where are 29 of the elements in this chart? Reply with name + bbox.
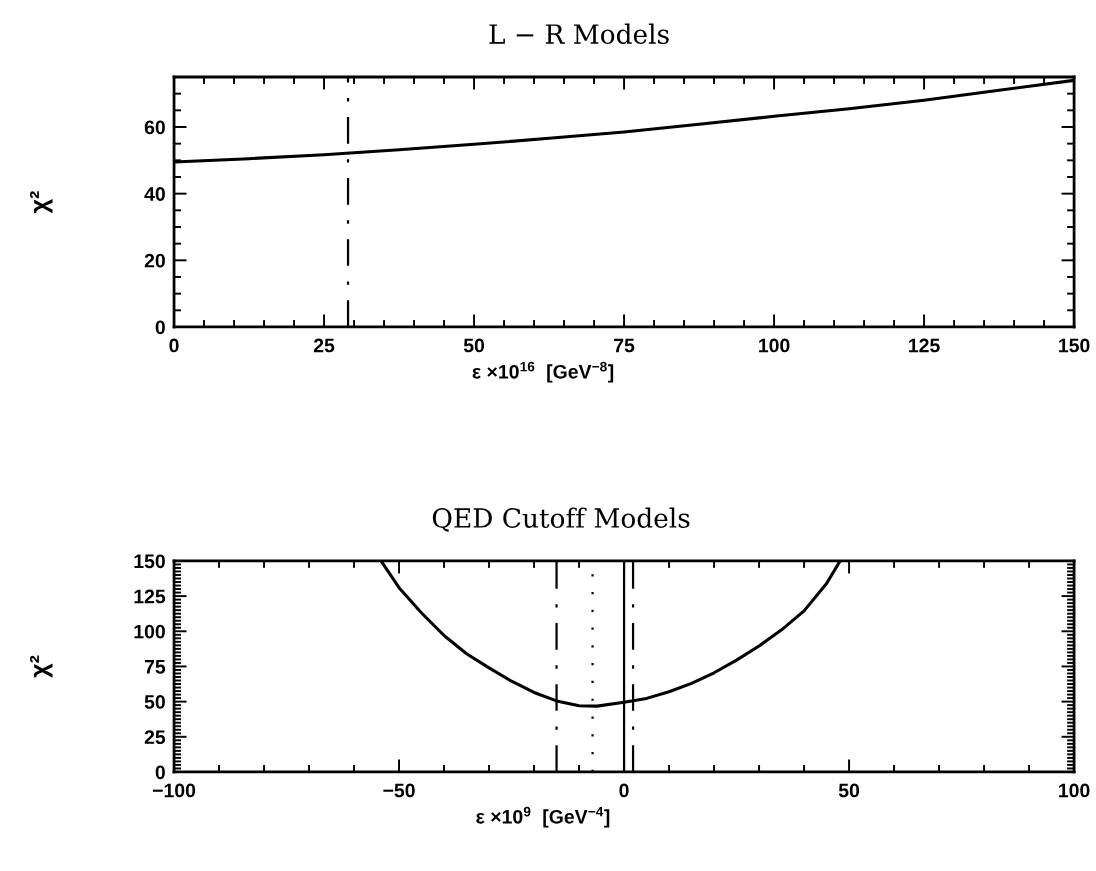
y-tick-label: 50 <box>144 695 165 709</box>
y-tick-label: 40 <box>144 187 165 201</box>
chart-title: L − R Models <box>489 23 669 45</box>
y-tick-label: 75 <box>144 660 166 674</box>
x-axis-title: ε ×10$^{9}$ [GeV$^{−4}$] <box>476 806 610 828</box>
y-tick-label: 0 <box>155 765 165 780</box>
x-tick-label: 100 <box>759 338 790 353</box>
y-tick-label: 60 <box>144 120 165 135</box>
x-tick-label: −50 <box>383 783 415 798</box>
x-tick-label: 100 <box>1059 783 1090 798</box>
x-tick-label: −100 <box>152 783 196 798</box>
x-tick-label: 125 <box>909 338 940 353</box>
y-tick-label: 0 <box>155 320 165 335</box>
x-tick-label: 75 <box>614 338 635 353</box>
x-tick-label: 0 <box>169 338 179 353</box>
x-tick-label: 0 <box>619 783 629 798</box>
y-tick-label: 150 <box>134 554 165 569</box>
y-axis-title: χ² <box>29 655 53 678</box>
x-tick-label: 50 <box>463 338 485 353</box>
y-axis-title: χ² <box>29 191 53 214</box>
x-tick-label: 25 <box>313 338 335 353</box>
y-tick-label: 20 <box>144 253 165 268</box>
y-tick-label: 125 <box>134 589 166 604</box>
x-axis-title: ε ×10$^{16}$ [GeV$^{−8}$] <box>472 361 614 383</box>
x-tick-label: 50 <box>838 783 860 798</box>
y-tick-label: 25 <box>144 730 166 745</box>
y-tick-label: 100 <box>134 624 165 639</box>
chart-title: QED Cutoff Models <box>432 507 690 532</box>
x-tick-label: 150 <box>1059 338 1090 353</box>
